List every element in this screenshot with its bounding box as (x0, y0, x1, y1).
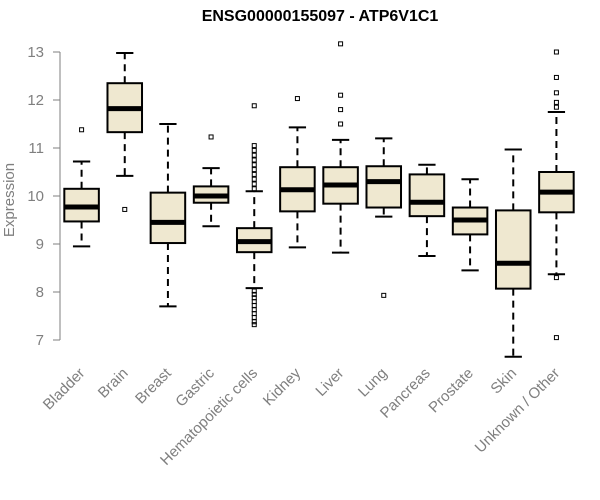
outlier-point (251, 103, 257, 109)
outlier-point (251, 288, 257, 294)
iqr-box (494, 209, 532, 290)
outlier-point (251, 186, 257, 192)
outlier-point (251, 167, 257, 173)
box-liver (322, 41, 359, 254)
outlier-point (338, 92, 344, 98)
box-pancreas (408, 163, 446, 257)
outlier-point (553, 90, 559, 96)
outlier-point (251, 162, 257, 168)
iqr-box (365, 165, 403, 209)
x-tick-label: Prostate (425, 365, 477, 417)
box-skin (494, 148, 532, 358)
outlier-point (338, 107, 344, 113)
x-tick-label: Lung (355, 365, 391, 401)
outlier-point (338, 41, 344, 47)
outlier-point (553, 49, 559, 55)
box-brain (106, 51, 144, 212)
box-bladder (63, 127, 100, 248)
outlier-point (251, 322, 257, 328)
box-gastric (192, 134, 230, 228)
outlier-point (251, 181, 257, 187)
iqr-box (408, 173, 446, 218)
x-tick-label: Breast (132, 364, 175, 407)
y-tick-label: 7 (36, 332, 44, 349)
outlier-point (251, 291, 257, 297)
outlier-point (208, 134, 214, 140)
outlier-point (294, 96, 300, 102)
box-prostate (451, 178, 489, 272)
y-tick-label: 11 (28, 140, 44, 157)
boxes (63, 41, 575, 358)
x-tick-label: Kidney (260, 364, 305, 409)
outlier-point (553, 99, 559, 105)
outlier-point (251, 147, 257, 153)
y-tick-label: 9 (36, 236, 44, 253)
outlier-point (251, 143, 257, 149)
y-tick-label: 13 (27, 44, 44, 61)
x-tick-label: Bladder (40, 365, 89, 414)
x-tick-label: Brain (95, 365, 132, 402)
box-breast (149, 123, 187, 308)
x-tick-label: Liver (312, 365, 347, 400)
y-axis-title: Expression (1, 163, 18, 237)
outlier-point (251, 176, 257, 182)
box-lung (365, 137, 403, 298)
box-unknown-other (538, 49, 575, 341)
outlier-point (251, 152, 257, 158)
outlier-point (122, 206, 128, 212)
outlier-point (251, 319, 257, 325)
outlier-point (553, 74, 559, 80)
y-tick-label: 12 (27, 92, 44, 109)
y-tick-label: 8 (36, 284, 44, 301)
box-kidney (279, 96, 316, 249)
outlier-point (251, 171, 257, 177)
outlier-point (79, 127, 85, 133)
chart-title: ENSG00000155097 - ATP6V1C1 (201, 8, 439, 25)
axes: 7 8 9 10 11 12 13 (27, 44, 61, 349)
box-hematopoietic-cells (235, 103, 273, 328)
iqr-box (149, 191, 187, 245)
outlier-point (381, 292, 387, 298)
outlier-point (553, 104, 559, 110)
outlier-point (553, 335, 559, 341)
outlier-point (251, 157, 257, 163)
outlier-point (553, 275, 559, 281)
x-tick-label: Skin (487, 365, 520, 398)
y-tick-label: 10 (27, 188, 44, 205)
outlier-point (338, 121, 344, 127)
